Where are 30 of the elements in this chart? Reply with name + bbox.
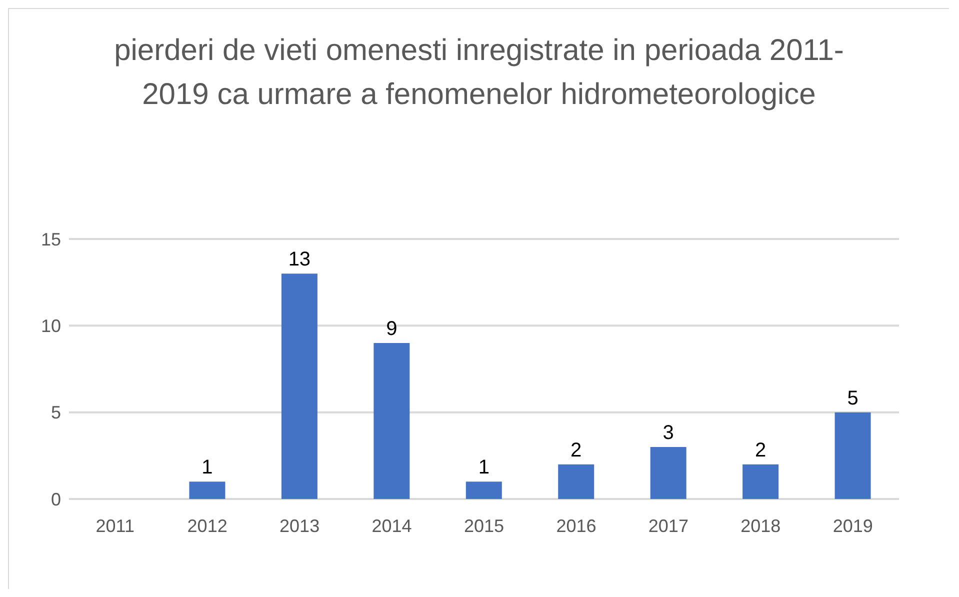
data-label: 5 <box>847 387 858 410</box>
x-tick-label: 2014 <box>372 516 412 536</box>
bar <box>558 464 594 499</box>
x-tick-label: 2018 <box>740 516 781 536</box>
x-tick-label: 2019 <box>832 516 873 536</box>
bar <box>742 464 779 499</box>
y-tick-label: 15 <box>40 229 61 250</box>
bar <box>374 343 410 499</box>
x-tick-label: 2012 <box>187 516 228 536</box>
data-label: 1 <box>202 456 213 479</box>
y-tick-label: 0 <box>50 489 61 510</box>
bar <box>281 274 318 499</box>
y-tick-label: 5 <box>50 402 61 423</box>
data-label: 1 <box>478 456 490 479</box>
data-label: 2 <box>570 439 582 462</box>
chart-title: pierderi de vieti omenesti inregistrate in perioada 2011-2019 ca urmare a fenomenelor hidrometeorologice <box>113 33 845 113</box>
y-tick-label: 10 <box>40 316 61 336</box>
x-tick-label: 2016 <box>556 516 596 536</box>
bar <box>834 412 871 499</box>
bar <box>650 447 686 499</box>
data-label: 3 <box>662 422 674 444</box>
bar <box>466 482 502 499</box>
bar <box>189 482 226 499</box>
data-label: 13 <box>288 248 311 271</box>
data-label: 2 <box>754 439 766 462</box>
x-tick-label: 2011 <box>96 516 134 536</box>
x-tick-label: 2017 <box>648 516 688 536</box>
x-tick-label: 2015 <box>464 516 504 536</box>
data-label: 9 <box>386 318 398 340</box>
x-tick-label: 2013 <box>280 516 320 536</box>
